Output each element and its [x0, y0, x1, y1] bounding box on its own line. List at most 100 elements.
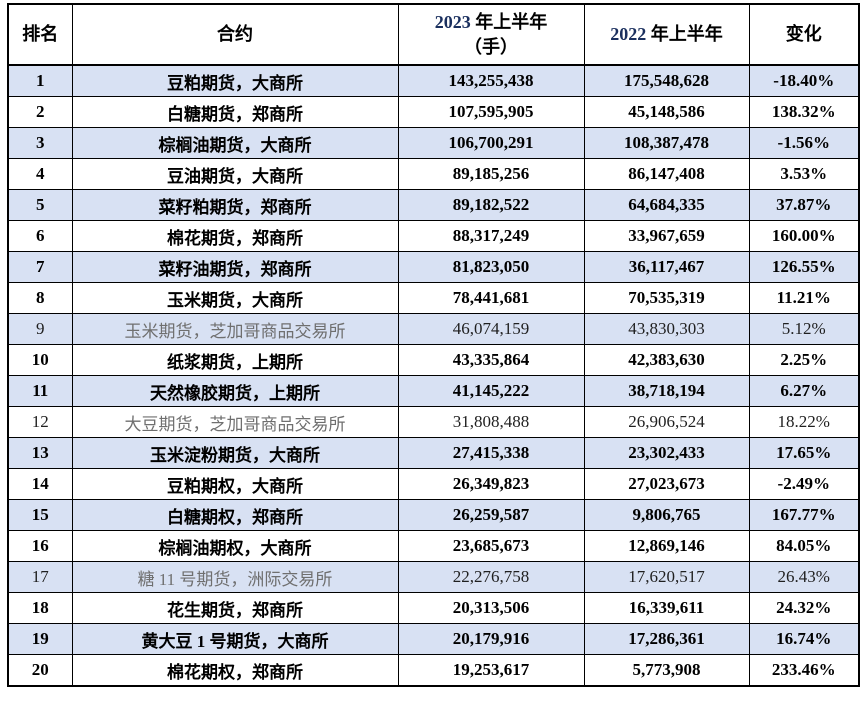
table-row: 9 玉米期货，芝加哥商品交易所 46,074,159 43,830,303 5.…	[7, 313, 860, 345]
contract-cell: 棕榈油期权，大商所	[71, 530, 399, 562]
volume-2023-cell: 81,823,050	[397, 251, 585, 283]
rank-cell: 1	[7, 64, 73, 97]
volume-2022-cell: 36,117,467	[583, 251, 750, 283]
volume-2023-cell: 23,685,673	[397, 530, 585, 562]
change-cell: 84.05%	[748, 530, 860, 562]
table-row: 1 豆粕期货，大商所 143,255,438 175,548,628 -18.4…	[7, 64, 860, 97]
volume-2023-cell: 20,313,506	[397, 592, 585, 624]
table-row: 13 玉米淀粉期货，大商所 27,415,338 23,302,433 17.6…	[7, 437, 860, 469]
volume-2023-cell: 88,317,249	[397, 220, 585, 252]
change-cell: -1.56%	[748, 127, 860, 159]
change-cell: 5.12%	[748, 313, 860, 345]
table-header-row: 排名 合约 2023 年上半年 （手） 2022 年上半年 变化	[7, 3, 860, 66]
change-cell: 24.32%	[748, 592, 860, 624]
change-cell: 2.25%	[748, 344, 860, 376]
change-cell: 11.21%	[748, 282, 860, 314]
change-cell: 26.43%	[748, 561, 860, 593]
table-row: 12 大豆期货，芝加哥商品交易所 31,808,488 26,906,524 1…	[7, 406, 860, 438]
volume-2023-cell: 78,441,681	[397, 282, 585, 314]
rank-cell: 13	[7, 437, 73, 469]
table-row: 16 棕榈油期权，大商所 23,685,673 12,869,146 84.05…	[7, 530, 860, 562]
contract-cell: 糖 11 号期货，洲际交易所	[71, 561, 399, 593]
contract-cell: 玉米期货，芝加哥商品交易所	[71, 313, 399, 345]
volume-2023-cell: 106,700,291	[397, 127, 585, 159]
change-cell: 3.53%	[748, 158, 860, 190]
contract-cell: 纸浆期货，上期所	[71, 344, 399, 376]
change-cell: -2.49%	[748, 468, 860, 500]
change-cell: 18.22%	[748, 406, 860, 438]
volume-2023-cell: 31,808,488	[397, 406, 585, 438]
table-row: 3 棕榈油期货，大商所 106,700,291 108,387,478 -1.5…	[7, 127, 860, 159]
volume-2023-cell: 27,415,338	[397, 437, 585, 469]
table-row: 11 天然橡胶期货，上期所 41,145,222 38,718,194 6.27…	[7, 375, 860, 407]
table-row: 8 玉米期货，大商所 78,441,681 70,535,319 11.21%	[7, 282, 860, 314]
volume-2023-cell: 22,276,758	[397, 561, 585, 593]
rank-cell: 12	[7, 406, 73, 438]
rank-cell: 5	[7, 189, 73, 221]
contract-cell: 菜籽粕期货，郑商所	[71, 189, 399, 221]
contract-cell: 白糖期货，郑商所	[71, 96, 399, 128]
rank-cell: 15	[7, 499, 73, 531]
table-row: 19 黄大豆 1 号期货，大商所 20,179,916 17,286,361 1…	[7, 623, 860, 655]
rank-cell: 3	[7, 127, 73, 159]
volume-2022-cell: 108,387,478	[583, 127, 750, 159]
col-header-rank: 排名	[7, 3, 73, 66]
change-cell: 17.65%	[748, 437, 860, 469]
contract-cell: 豆油期货，大商所	[71, 158, 399, 190]
table-row: 5 菜籽粕期货，郑商所 89,182,522 64,684,335 37.87%	[7, 189, 860, 221]
col-header-2022-year: 2022	[610, 24, 647, 45]
col-header-2022-h1: 2022 年上半年	[583, 3, 750, 66]
rank-cell: 9	[7, 313, 73, 345]
rank-cell: 8	[7, 282, 73, 314]
change-cell: 233.46%	[748, 654, 860, 687]
table-row: 20 棉花期权，郑商所 19,253,617 5,773,908 233.46%	[7, 654, 860, 687]
contract-cell: 棉花期货，郑商所	[71, 220, 399, 252]
rank-cell: 7	[7, 251, 73, 283]
change-cell: 6.27%	[748, 375, 860, 407]
rank-cell: 10	[7, 344, 73, 376]
futures-volume-ranking-table: 排名 合约 2023 年上半年 （手） 2022 年上半年 变化 1 豆粕期货，…	[7, 3, 860, 687]
col-header-rank-label: 排名	[22, 24, 59, 45]
col-header-change: 变化	[748, 3, 860, 66]
volume-2022-cell: 17,286,361	[583, 623, 750, 655]
contract-cell: 玉米淀粉期货，大商所	[71, 437, 399, 469]
volume-2022-cell: 38,718,194	[583, 375, 750, 407]
volume-2023-cell: 43,335,864	[397, 344, 585, 376]
volume-2023-cell: 89,182,522	[397, 189, 585, 221]
volume-2023-cell: 26,259,587	[397, 499, 585, 531]
change-cell: 160.00%	[748, 220, 860, 252]
contract-cell: 棕榈油期货，大商所	[71, 127, 399, 159]
volume-2022-cell: 12,869,146	[583, 530, 750, 562]
volume-2023-cell: 26,349,823	[397, 468, 585, 500]
volume-2023-cell: 107,595,905	[397, 96, 585, 128]
volume-2022-cell: 42,383,630	[583, 344, 750, 376]
volume-2022-cell: 64,684,335	[583, 189, 750, 221]
table-row: 15 白糖期权，郑商所 26,259,587 9,806,765 167.77%	[7, 499, 860, 531]
contract-cell: 花生期货，郑商所	[71, 592, 399, 624]
change-cell: 167.77%	[748, 499, 860, 531]
rank-cell: 16	[7, 530, 73, 562]
col-header-contract-label: 合约	[217, 24, 253, 45]
change-cell: 16.74%	[748, 623, 860, 655]
table-row: 2 白糖期货，郑商所 107,595,905 45,148,586 138.32…	[7, 96, 860, 128]
contract-cell: 豆粕期货，大商所	[71, 64, 399, 97]
table-row: 4 豆油期货，大商所 89,185,256 86,147,408 3.53%	[7, 158, 860, 190]
rank-cell: 14	[7, 468, 73, 500]
table-row: 6 棉花期货，郑商所 88,317,249 33,967,659 160.00%	[7, 220, 860, 252]
volume-2022-cell: 27,023,673	[583, 468, 750, 500]
contract-cell: 大豆期货，芝加哥商品交易所	[71, 406, 399, 438]
contract-cell: 棉花期权，郑商所	[71, 654, 399, 687]
rank-cell: 19	[7, 623, 73, 655]
rank-cell: 6	[7, 220, 73, 252]
volume-2022-cell: 43,830,303	[583, 313, 750, 345]
volume-2022-cell: 9,806,765	[583, 499, 750, 531]
table-row: 14 豆粕期权，大商所 26,349,823 27,023,673 -2.49%	[7, 468, 860, 500]
volume-2022-cell: 175,548,628	[583, 64, 750, 97]
contract-cell: 菜籽油期货，郑商所	[71, 251, 399, 283]
volume-2023-cell: 41,145,222	[397, 375, 585, 407]
table-row: 7 菜籽油期货，郑商所 81,823,050 36,117,467 126.55…	[7, 251, 860, 283]
volume-2023-cell: 19,253,617	[397, 654, 585, 687]
volume-2022-cell: 33,967,659	[583, 220, 750, 252]
volume-2022-cell: 26,906,524	[583, 406, 750, 438]
